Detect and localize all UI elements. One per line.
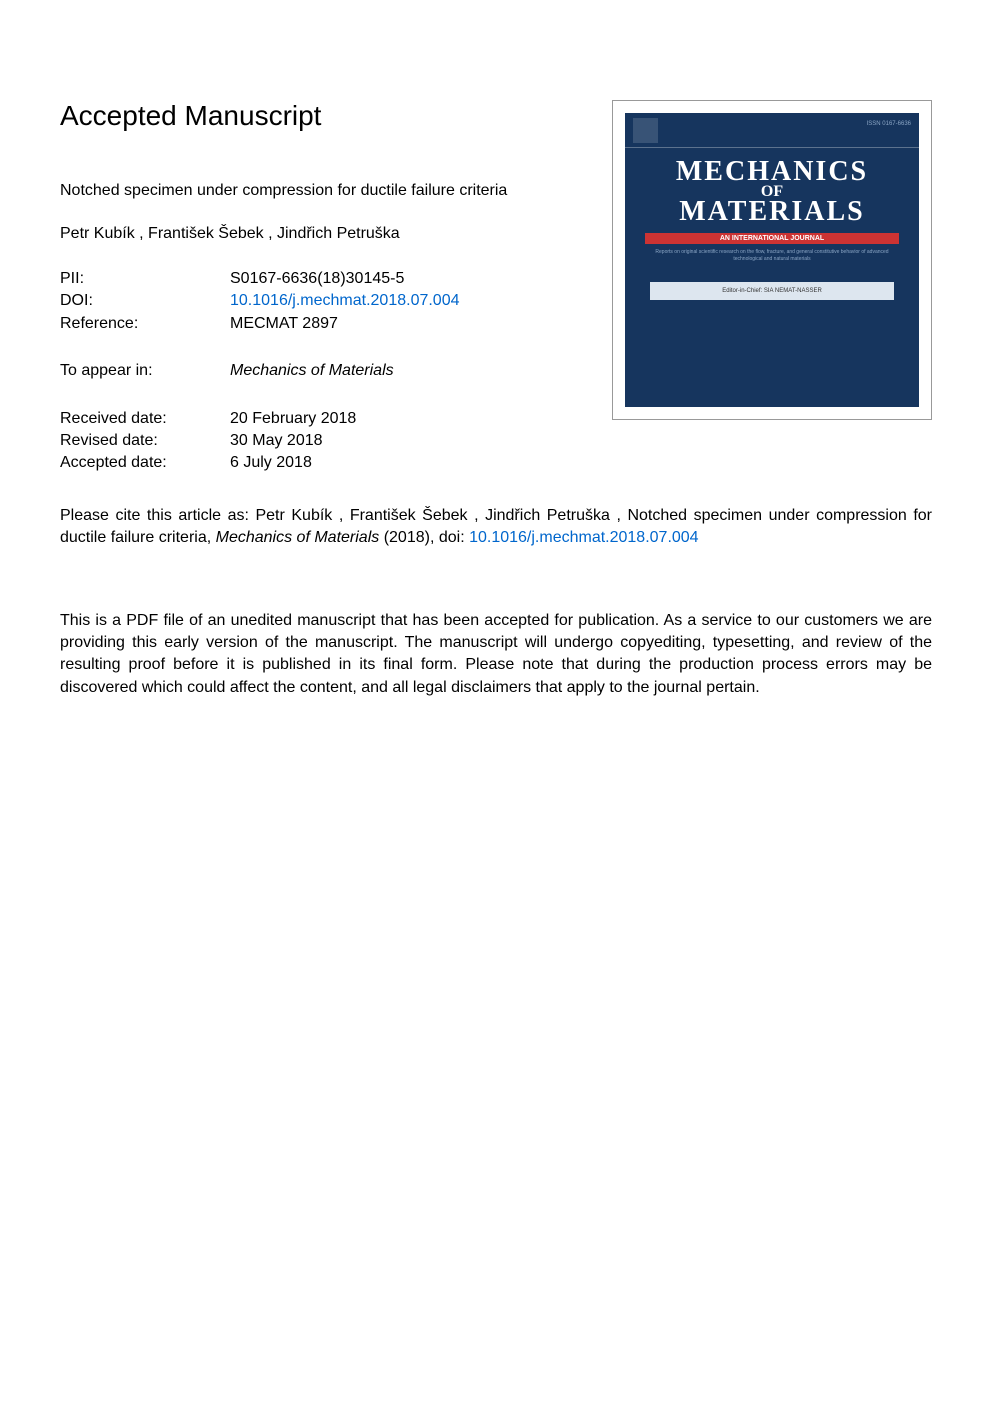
accepted-row: Accepted date: 6 July 2018	[60, 452, 600, 474]
disclaimer-text: This is a PDF file of an unedited manusc…	[60, 610, 932, 700]
main-content: Accepted Manuscript Notched specimen und…	[60, 100, 600, 475]
editor-box: Editor-in-Chief: SIA NEMAT-NASSER	[650, 282, 894, 300]
paper-title: Notched specimen under compression for d…	[60, 182, 600, 200]
citation-suffix: (2018), doi:	[379, 529, 469, 546]
identifiers-block: PII: S0167-6636(18)30145-5 DOI: 10.1016/…	[60, 268, 600, 335]
citation-journal: Mechanics of Materials	[216, 529, 380, 546]
journal-name-block: MECHANICS OF MATERIALS	[625, 148, 919, 228]
journal-description: Reports on original scientific research …	[625, 244, 919, 267]
page-title: Accepted Manuscript	[60, 100, 600, 132]
elsevier-logo-icon	[633, 118, 658, 143]
doi-row: DOI: 10.1016/j.mechmat.2018.07.004	[60, 290, 600, 312]
cover-background: ISSN 0167-6636 MECHANICS OF MATERIALS AN…	[625, 113, 919, 407]
dates-block: Received date: 20 February 2018 Revised …	[60, 408, 600, 475]
pii-row: PII: S0167-6636(18)30145-5	[60, 268, 600, 290]
reference-row: Reference: MECMAT 2897	[60, 313, 600, 335]
issn-text: ISSN 0167-6636	[867, 121, 911, 127]
reference-value: MECMAT 2897	[230, 313, 600, 335]
cover-top-bar: ISSN 0167-6636	[625, 113, 919, 148]
doi-link[interactable]: 10.1016/j.mechmat.2018.07.004	[230, 290, 600, 312]
revised-row: Revised date: 30 May 2018	[60, 430, 600, 452]
pii-value: S0167-6636(18)30145-5	[230, 268, 600, 290]
accepted-value: 6 July 2018	[230, 452, 600, 474]
pii-label: PII:	[60, 268, 230, 290]
editor-text: Editor-in-Chief: SIA NEMAT-NASSER	[656, 288, 888, 294]
revised-value: 30 May 2018	[230, 430, 600, 452]
journal-subtitle: AN INTERNATIONAL JOURNAL	[645, 233, 899, 244]
received-row: Received date: 20 February 2018	[60, 408, 600, 430]
appear-block: To appear in: Mechanics of Materials	[60, 360, 600, 382]
doi-label: DOI:	[60, 290, 230, 312]
reference-label: Reference:	[60, 313, 230, 335]
accepted-label: Accepted date:	[60, 452, 230, 474]
appear-label: To appear in:	[60, 360, 230, 382]
journal-cover-thumbnail: ISSN 0167-6636 MECHANICS OF MATERIALS AN…	[612, 100, 932, 420]
received-label: Received date:	[60, 408, 230, 430]
journal-name-materials: MATERIALS	[625, 196, 919, 228]
revised-label: Revised date:	[60, 430, 230, 452]
appear-row: To appear in: Mechanics of Materials	[60, 360, 600, 382]
citation-doi-link[interactable]: 10.1016/j.mechmat.2018.07.004	[469, 529, 699, 546]
received-value: 20 February 2018	[230, 408, 600, 430]
paper-authors: Petr Kubík , František Šebek , Jindřich …	[60, 225, 600, 243]
citation-block: Please cite this article as: Petr Kubík …	[60, 505, 932, 550]
appear-value: Mechanics of Materials	[230, 360, 600, 382]
